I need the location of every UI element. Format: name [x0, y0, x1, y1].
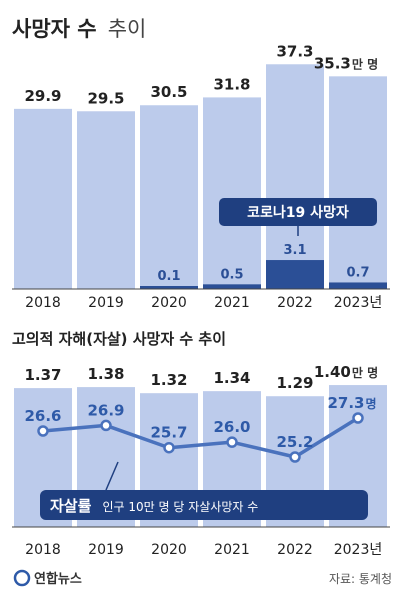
legend-label: 자살률 인구 10만 명 당 자살사망자 수 — [50, 496, 258, 515]
suicide-rate-labels: 26.6 26.9 25.7 26.0 25.2 27.3명 — [24, 394, 376, 451]
logo: 연합뉴스 — [13, 569, 82, 587]
suicide-year-2020: 2020 — [151, 542, 187, 558]
covid-bar-2023년 — [329, 282, 387, 289]
rate-label-2023년: 27.3명 — [327, 394, 376, 412]
suicide-year-2023년: 2023년 — [334, 542, 383, 558]
rate-point-2023년 — [352, 412, 364, 424]
deaths-value-2019: 29.5 — [87, 89, 124, 107]
suicide-value-2019: 1.38 — [87, 365, 124, 383]
suicide-year-2018: 2018 — [25, 542, 61, 558]
suicide-rate-line — [42, 416, 359, 459]
deaths-value-2021: 31.8 — [213, 75, 250, 93]
deaths-value-2023년: 35.3만 명 — [314, 54, 378, 72]
deaths-year-labels: 2018 2019 2020 2021 2022 2023년 — [25, 295, 382, 311]
deaths-bar-2020 — [140, 105, 198, 289]
suicide-rate-points — [37, 412, 364, 463]
suicide-value-2018: 1.37 — [24, 366, 61, 384]
rate-point-2018 — [37, 425, 49, 437]
covid-value-2020: 0.1 — [157, 269, 180, 284]
suicide-value-labels: 1.37 1.38 1.32 1.34 1.291.40만 명 — [24, 363, 378, 392]
covid-callout-text: 코로나19 사망자 — [247, 204, 349, 221]
rate-label-2019: 26.9 — [87, 401, 124, 419]
source-text: 자료: 통계청 — [329, 572, 392, 586]
covid-value-2022: 3.1 — [283, 243, 306, 258]
deaths-year-2020: 2020 — [151, 295, 187, 311]
suicide-legend: 자살률 인구 10만 명 당 자살사망자 수 — [40, 461, 368, 520]
chart-deaths: 29.9 29.5 30.5 31.8 37.335.3만 명 0.1 0.5 3.1 0.7… — [12, 42, 390, 311]
page-title: 사망자 수 추이 — [12, 17, 146, 41]
deaths-bar-2018 — [14, 108, 72, 289]
suicide-year-2021: 2021 — [214, 542, 250, 558]
suicide-value-2020: 1.32 — [150, 371, 187, 389]
rate-label-2021: 26.0 — [213, 418, 250, 436]
chart-suicide: 1.37 1.38 1.32 1.34 1.291.40만 명 2018 2019 2020… — [12, 363, 390, 558]
logo-icon — [13, 569, 31, 587]
deaths-value-2018: 29.9 — [24, 87, 61, 105]
suicide-year-2022: 2022 — [277, 542, 313, 558]
legend-pointer — [105, 461, 119, 491]
deaths-year-2022: 2022 — [277, 295, 313, 311]
suicide-value-2021: 1.34 — [213, 369, 250, 387]
deaths-year-2023년: 2023년 — [334, 295, 383, 311]
title-sub: 추이 — [108, 17, 147, 41]
deaths-value-2022: 37.3 — [276, 42, 313, 60]
suicide-value-2023년: 1.40만 명 — [314, 363, 378, 381]
suicide-value-2022: 1.29 — [276, 374, 313, 392]
deaths-year-2019: 2019 — [88, 295, 124, 311]
covid-bar-2020 — [140, 286, 198, 289]
covid-value-2023년: 0.7 — [346, 265, 369, 280]
deaths-covid-labels: 0.1 0.5 3.1 0.7 — [157, 243, 369, 284]
suicide-chart-title: 고의적 자해(자살) 사망자 수 추이 — [12, 330, 226, 348]
deaths-bar-2019 — [77, 111, 135, 289]
rate-point-2021 — [226, 436, 238, 448]
deaths-covid-bars — [140, 260, 387, 289]
deaths-year-2018: 2018 — [25, 295, 61, 311]
rate-point-2020 — [163, 441, 175, 454]
deaths-bar-2021 — [203, 97, 261, 289]
rate-label-2018: 26.6 — [24, 407, 61, 425]
deaths-bars — [14, 64, 387, 289]
rate-unit-label: 명 — [365, 397, 376, 411]
suicide-year-labels: 2018 2019 2020 2021 2022 2023년 — [25, 542, 382, 558]
legend-strong: 자살률 — [50, 497, 92, 515]
footer: 연합뉴스 자료: 통계청 — [13, 569, 392, 587]
covid-bar-2022 — [266, 260, 324, 289]
deaths-bar-2023년 — [329, 76, 387, 289]
deaths-unit-label: 만 명 — [352, 56, 378, 71]
rate-label-2020: 25.7 — [150, 424, 187, 442]
legend-box — [40, 490, 368, 520]
deaths-bar-2022 — [266, 64, 324, 289]
deaths-year-2021: 2021 — [214, 295, 250, 311]
covid-bar-2021 — [203, 284, 261, 289]
suicide-year-2019: 2019 — [88, 542, 124, 558]
rate-point-2019 — [100, 419, 112, 432]
covid-value-2021: 0.5 — [220, 267, 243, 282]
logo-text: 연합뉴스 — [34, 571, 82, 587]
legend-text: 인구 10만 명 당 자살사망자 수 — [103, 500, 259, 514]
rate-label-2022: 25.2 — [276, 433, 313, 451]
covid-callout: 코로나19 사망자 — [219, 198, 377, 236]
rate-point-2022 — [289, 451, 301, 463]
deaths-value-labels: 29.9 29.5 30.5 31.8 37.335.3만 명 — [24, 42, 378, 107]
covid-callout-box — [219, 198, 377, 226]
title-main: 사망자 수 — [12, 17, 97, 41]
suicide-unit-label: 만 명 — [352, 365, 378, 380]
deaths-value-2020: 30.5 — [150, 83, 187, 101]
